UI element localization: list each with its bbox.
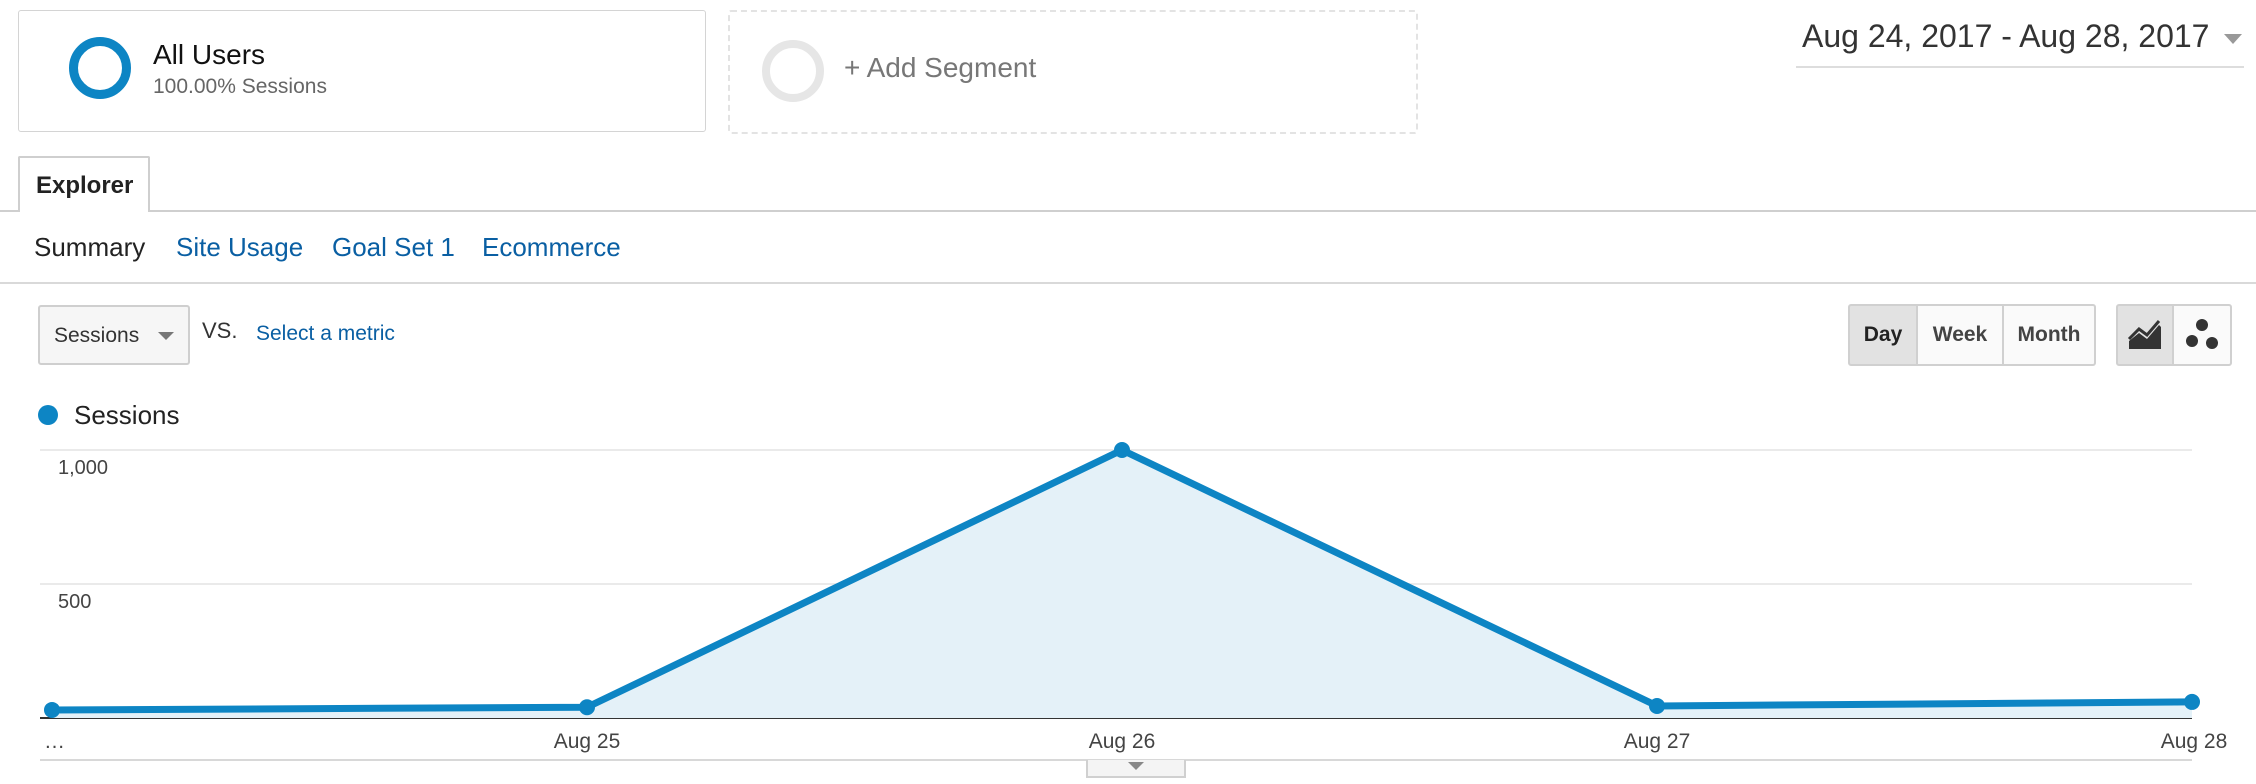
day-button[interactable]: Day [1848, 304, 1918, 366]
x-tick-label: … [44, 730, 65, 753]
y-tick-label: 1,000 [58, 457, 108, 479]
subnav-divider [0, 282, 2256, 284]
data-point-aug-25[interactable] [579, 699, 595, 716]
tab-label: Explorer [36, 172, 134, 199]
month-button[interactable]: Month [2002, 304, 2096, 366]
segment-all-users[interactable]: All Users 100.00% Sessions [18, 10, 706, 132]
legend-label-sessions: Sessions [74, 400, 180, 430]
data-point-aug-24[interactable] [44, 701, 60, 718]
select-metric-link[interactable]: Select a metric [256, 322, 395, 345]
subnav-summary[interactable]: Summary [34, 232, 146, 262]
date-range-text: Aug 24, 2017 - Aug 28, 2017 [1802, 18, 2210, 54]
line-chart-icon [2127, 320, 2161, 349]
chevron-down-icon [2224, 34, 2242, 44]
tab-explorer[interactable]: Explorer [18, 156, 150, 212]
chevron-down-icon [158, 332, 174, 340]
data-point-aug-27[interactable] [1649, 697, 1665, 714]
empty-segment-ring-icon [762, 40, 824, 102]
metric-dropdown[interactable]: Sessions [38, 305, 190, 365]
sessions-area [52, 450, 2192, 718]
motion-chart-icon [2186, 319, 2218, 349]
tab-divider [0, 210, 2256, 212]
sessions-chart: 1,000 500 … Aug 25 Aug 26 Aug 27 Aug 28 [40, 442, 2228, 761]
week-button[interactable]: Week [1916, 304, 2004, 366]
segment-name: All Users [153, 39, 266, 70]
add-segment-button[interactable]: + Add Segment [728, 10, 1418, 134]
line-chart-button[interactable] [2116, 304, 2174, 366]
subnav-site-usage[interactable]: Site Usage [176, 232, 304, 262]
x-tick-label: Aug 26 [1089, 730, 1156, 753]
subnav-ecommerce[interactable]: Ecommerce [482, 232, 621, 262]
x-tick-label: Aug 25 [554, 730, 621, 753]
data-point-aug-28[interactable] [2184, 693, 2200, 710]
legend-dot-sessions [38, 405, 58, 425]
data-point-aug-26[interactable] [1114, 442, 1130, 458]
y-tick-label: 500 [58, 591, 91, 613]
add-segment-label: + Add Segment [844, 52, 1037, 83]
motion-chart-button[interactable] [2172, 304, 2232, 366]
expand-chart-toggle[interactable] [1086, 760, 1186, 778]
chevron-down-icon [1128, 762, 1144, 770]
subnav-goal-set-1[interactable]: Goal Set 1 [332, 232, 455, 262]
metric-dropdown-value: Sessions [54, 324, 140, 347]
date-range-picker[interactable]: Aug 24, 2017 - Aug 28, 2017 [1796, 16, 2244, 68]
x-tick-label: Aug 28 [2161, 730, 2228, 753]
segment-ring-icon [69, 37, 131, 99]
vs-label: VS. [202, 318, 238, 343]
segment-subtitle: 100.00% Sessions [153, 75, 327, 98]
x-tick-label: Aug 27 [1624, 730, 1691, 753]
